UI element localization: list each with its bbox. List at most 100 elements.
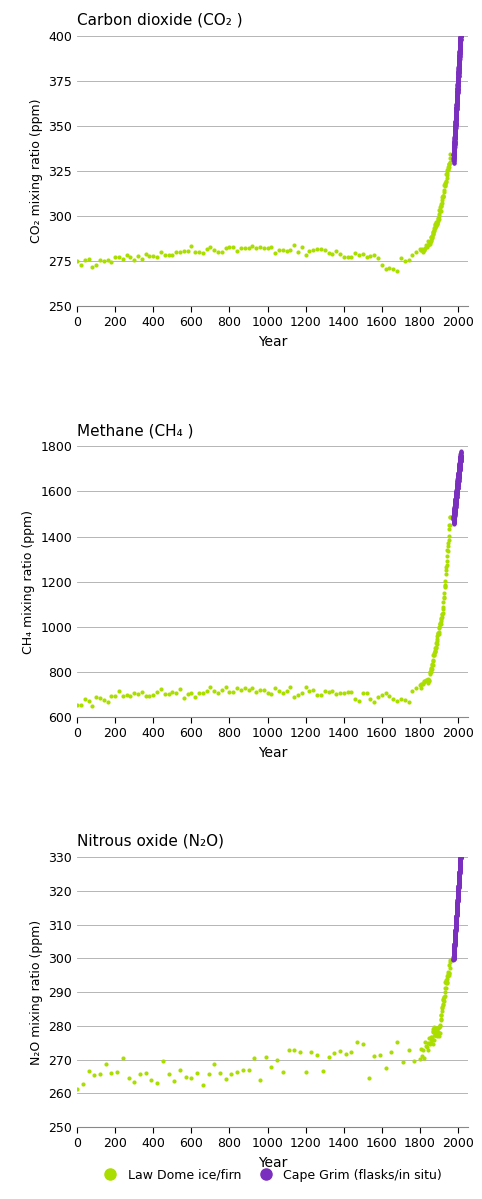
Point [450,143,457,162]
Point [451,929,459,948]
Point [450,942,458,962]
Point [455,879,462,898]
Point [262,1048,269,1067]
Point [268,1058,275,1077]
Point [454,888,462,908]
Point [452,916,460,935]
Point [453,481,461,500]
Point [451,489,459,508]
Point [439,186,447,205]
Point [453,904,460,923]
Point [452,486,460,505]
Point [453,478,461,498]
Point [451,121,459,140]
Point [456,31,464,50]
Point [455,866,463,885]
Point [455,873,463,892]
Point [442,558,450,577]
Point [457,30,465,49]
Point [453,484,461,504]
Point [428,227,436,246]
Point [450,504,457,523]
Point [73,1079,81,1098]
Point [455,61,462,80]
Point [439,600,447,619]
Point [452,912,460,932]
Point [455,66,462,85]
Point [453,489,460,508]
Point [428,1030,435,1049]
Point [452,486,460,505]
Point [450,511,457,530]
Point [450,147,457,167]
Point [456,450,464,469]
Point [451,119,459,138]
Point [453,899,461,918]
Point [457,846,465,866]
Point [453,483,461,502]
Point [455,863,463,882]
Point [452,493,459,512]
Point [455,468,463,487]
Point [456,32,464,52]
Point [450,144,458,163]
Point [450,502,458,522]
Point [453,480,461,499]
Point [456,458,464,477]
Point [451,126,459,145]
Point [454,893,461,912]
Point [455,867,463,886]
Point [456,846,464,866]
Point [370,1047,378,1066]
Point [451,126,458,145]
Point [453,477,461,496]
Point [450,505,457,524]
Point [298,683,306,703]
Point [226,237,233,257]
Point [453,896,461,915]
Point [456,453,464,472]
Point [450,139,458,158]
Point [455,64,462,83]
Point [435,619,443,638]
Point [450,137,458,156]
Point [104,692,111,711]
Point [119,1049,127,1068]
Point [450,505,457,524]
Point [450,502,458,522]
Point [456,453,464,472]
Point [147,1071,155,1090]
Point [454,886,462,905]
Point [455,43,463,62]
Point [454,469,462,488]
Point [450,511,457,530]
Point [169,682,176,701]
Point [451,500,458,519]
Point [455,460,463,480]
Point [452,918,459,938]
Point [451,499,458,518]
Point [453,91,461,110]
Point [455,875,463,894]
Point [452,493,460,512]
Point [450,507,458,526]
Point [450,149,457,168]
Point [454,891,461,910]
Point [455,870,463,890]
Point [340,247,348,266]
Point [434,626,442,645]
Point [457,451,465,470]
Point [455,880,462,899]
Point [451,938,458,957]
Point [450,507,457,526]
Point [452,109,460,128]
Point [317,240,325,259]
Point [119,686,127,705]
Point [452,915,460,934]
Point [454,888,462,908]
Point [454,893,461,912]
Point [453,487,461,506]
Point [313,240,321,259]
Point [454,894,461,914]
Point [454,65,462,84]
